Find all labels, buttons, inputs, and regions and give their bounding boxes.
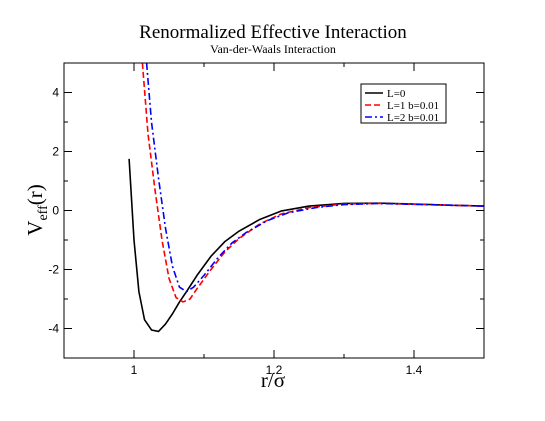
y-tick-label: 0 xyxy=(52,204,59,218)
legend: L=0L=1 b=0.01L=2 b=0.01 xyxy=(360,83,447,124)
chart-title: Renormalized Effective Interaction xyxy=(139,22,407,43)
legend-label-3: L=2 b=0.01 xyxy=(387,112,439,124)
y-axis: -4 -2 0 2 4 xyxy=(48,62,484,359)
y-tick-label: -2 xyxy=(48,263,59,277)
y-axis-label-subscript: eff xyxy=(36,205,51,221)
y-tick-label: 4 xyxy=(52,86,59,100)
series-line-3 xyxy=(145,63,484,293)
y-tick-label: 2 xyxy=(52,145,59,159)
series-line-1 xyxy=(128,158,484,333)
legend-label-2: L=1 b=0.01 xyxy=(387,100,439,112)
x-axis: 1 1.2 1.4 xyxy=(63,63,485,377)
x-tick-label: 1.2 xyxy=(266,363,283,377)
y-axis-label: Veff(r) xyxy=(23,184,51,235)
legend-label-1: L=0 xyxy=(387,88,406,100)
y-axis-label-tail: (r) xyxy=(23,184,47,205)
y-tick-label: -4 xyxy=(48,322,59,336)
chart-subtitle: Van-der-Waals Interaction xyxy=(210,42,336,56)
x-tick-label: 1 xyxy=(131,363,138,377)
plot-area xyxy=(128,63,484,333)
x-axis-label: r/σ xyxy=(261,368,285,392)
y-axis-label-main: V xyxy=(23,221,47,236)
x-tick-label: 1.4 xyxy=(406,363,423,377)
